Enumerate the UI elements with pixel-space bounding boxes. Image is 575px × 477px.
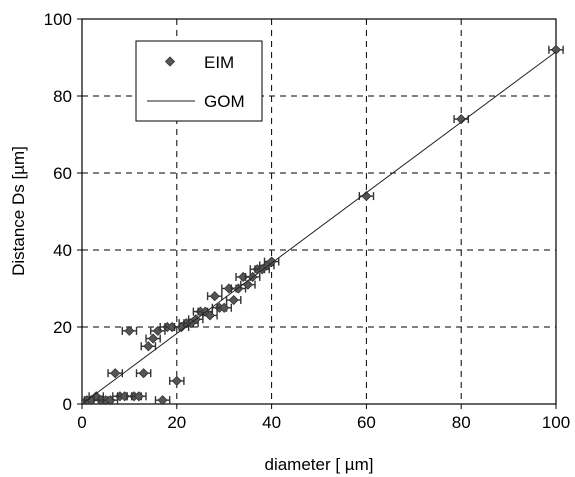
y-tick-label: 60 (53, 164, 72, 183)
data-marker (171, 375, 182, 386)
data-point-eim (206, 291, 223, 302)
y-tick-label: 100 (44, 10, 72, 29)
data-marker (133, 391, 144, 402)
y-tick-label: 80 (53, 87, 72, 106)
x-tick-label: 100 (542, 413, 570, 432)
x-tick-label: 0 (77, 413, 86, 432)
data-marker (124, 325, 135, 336)
data-point-eim (107, 368, 123, 379)
x-tick-label: 20 (167, 413, 186, 432)
data-marker (266, 256, 277, 267)
x-axis-label: diameter [ µm] (265, 455, 374, 474)
data-point-eim (154, 395, 171, 406)
data-marker (143, 341, 154, 352)
legend-label-eim: EIM (204, 53, 234, 72)
data-point-eim (121, 325, 138, 336)
x-tick-label: 80 (452, 413, 471, 432)
data-point-eim (202, 310, 218, 321)
y-tick-label: 40 (53, 241, 72, 260)
y-axis-label: Distance Ds [µm] (9, 146, 28, 276)
data-point-eim (140, 341, 157, 352)
legend-label-gom: GOM (204, 92, 245, 111)
data-point-eim (263, 256, 280, 267)
data-marker (550, 44, 562, 55)
y-tick-label: 20 (53, 318, 72, 337)
legend: EIM GOM (135, 40, 263, 122)
x-axis-ticks: 0 20 40 60 80 100 (77, 404, 570, 432)
y-axis-ticks: 0 20 40 60 80 100 (44, 10, 82, 414)
series-line-gom (81, 51, 557, 405)
x-tick-label: 60 (357, 413, 376, 432)
data-marker (138, 368, 149, 379)
data-marker (157, 395, 168, 406)
data-point-eim (168, 375, 185, 386)
plot-frame (81, 18, 557, 405)
data-marker (209, 291, 220, 302)
data-point-eim (135, 368, 152, 379)
data-point-eim (225, 294, 242, 306)
legend-marker-eim (164, 56, 176, 67)
x-tick-label: 40 (262, 413, 281, 432)
y-tick-label: 0 (63, 395, 72, 414)
data-marker (148, 333, 159, 344)
data-marker (228, 294, 239, 306)
data-marker (219, 302, 230, 313)
data-point-eim (131, 391, 147, 402)
data-point-eim (216, 302, 233, 313)
gridlines (82, 19, 556, 404)
data-marker (152, 325, 163, 336)
legend-box (135, 40, 263, 122)
data-point-eim (145, 333, 161, 344)
data-marker (456, 114, 467, 125)
data-series (81, 44, 564, 406)
data-marker (204, 310, 216, 321)
data-marker (110, 368, 121, 379)
data-point-eim (548, 44, 564, 55)
